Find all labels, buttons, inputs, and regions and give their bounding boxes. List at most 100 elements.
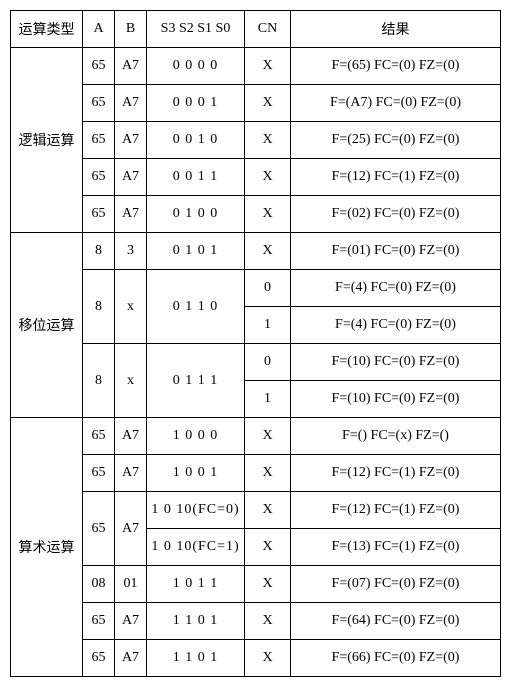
operations-table: 运算类型 A B S3 S2 S1 S0 CN 结果 逻辑运算65A70 0 0…	[10, 10, 501, 677]
col-b-cell: A7	[115, 159, 147, 196]
table-row: 8x0 1 1 00F=(4) FC=(0) FZ=(0)	[11, 270, 501, 307]
col-a-cell: 8	[83, 270, 115, 344]
col-cn-cell: X	[245, 603, 291, 640]
col-b-cell: A7	[115, 492, 147, 566]
col-b-cell: A7	[115, 418, 147, 455]
col-b-cell: x	[115, 344, 147, 418]
col-b-cell: A7	[115, 455, 147, 492]
col-a-cell: 8	[83, 344, 115, 418]
header-b: B	[115, 11, 147, 48]
col-b-cell: x	[115, 270, 147, 344]
col-cn-cell: X	[245, 122, 291, 159]
col-cn-cell: 0	[245, 344, 291, 381]
col-result-cell: F=(4) FC=(0) FZ=(0)	[291, 307, 501, 344]
col-cn-cell: 0	[245, 270, 291, 307]
table-row: 65A70 1 0 0XF=(02) FC=(0) FZ=(0)	[11, 196, 501, 233]
table-row: 8x0 1 1 10F=(10) FC=(0) FZ=(0)	[11, 344, 501, 381]
col-s-cell: 1 1 0 1	[147, 640, 245, 677]
col-b-cell: A7	[115, 640, 147, 677]
operation-type-cell: 移位运算	[11, 233, 83, 418]
col-cn-cell: X	[245, 418, 291, 455]
col-cn-cell: X	[245, 492, 291, 529]
table-header-row: 运算类型 A B S3 S2 S1 S0 CN 结果	[11, 11, 501, 48]
col-b-cell: A7	[115, 85, 147, 122]
table-body: 逻辑运算65A70 0 0 0XF=(65) FC=(0) FZ=(0)65A7…	[11, 48, 501, 677]
col-b-cell: A7	[115, 48, 147, 85]
col-cn-cell: X	[245, 196, 291, 233]
col-b-cell: A7	[115, 196, 147, 233]
header-cn: CN	[245, 11, 291, 48]
col-s-cell: 0 1 0 1	[147, 233, 245, 270]
col-s-cell: 0 0 1 0	[147, 122, 245, 159]
col-cn-cell: X	[245, 640, 291, 677]
col-a-cell: 65	[83, 640, 115, 677]
col-result-cell: F=(12) FC=(1) FZ=(0)	[291, 492, 501, 529]
col-cn-cell: X	[245, 455, 291, 492]
header-s: S3 S2 S1 S0	[147, 11, 245, 48]
col-result-cell: F=(66) FC=(0) FZ=(0)	[291, 640, 501, 677]
col-s-cell: 0 0 1 1	[147, 159, 245, 196]
operation-type-cell: 算术运算	[11, 418, 83, 677]
col-result-cell: F=(A7) FC=(0) FZ=(0)	[291, 85, 501, 122]
col-a-cell: 8	[83, 233, 115, 270]
col-s-cell: 0 1 1 1	[147, 344, 245, 418]
col-result-cell: F=(10) FC=(0) FZ=(0)	[291, 381, 501, 418]
header-result: 结果	[291, 11, 501, 48]
col-cn-cell: X	[245, 529, 291, 566]
table-row: 移位运算830 1 0 1XF=(01) FC=(0) FZ=(0)	[11, 233, 501, 270]
col-a-cell: 65	[83, 418, 115, 455]
col-s-cell: 0 1 0 0	[147, 196, 245, 233]
header-a: A	[83, 11, 115, 48]
col-result-cell: F=(25) FC=(0) FZ=(0)	[291, 122, 501, 159]
col-result-cell: F=() FC=(x) FZ=()	[291, 418, 501, 455]
table-row: 65A70 0 0 1XF=(A7) FC=(0) FZ=(0)	[11, 85, 501, 122]
col-s-cell: 1 0 10(FC=1)	[147, 529, 245, 566]
col-result-cell: F=(13) FC=(1) FZ=(0)	[291, 529, 501, 566]
col-result-cell: F=(65) FC=(0) FZ=(0)	[291, 48, 501, 85]
col-result-cell: F=(10) FC=(0) FZ=(0)	[291, 344, 501, 381]
table-row: 算术运算65A71 0 0 0XF=() FC=(x) FZ=()	[11, 418, 501, 455]
table-row: 65A71 0 0 1XF=(12) FC=(1) FZ=(0)	[11, 455, 501, 492]
col-a-cell: 65	[83, 48, 115, 85]
col-cn-cell: X	[245, 85, 291, 122]
table-row: 65A70 0 1 1XF=(12) FC=(1) FZ=(0)	[11, 159, 501, 196]
col-s-cell: 1 1 0 1	[147, 603, 245, 640]
col-cn-cell: 1	[245, 381, 291, 418]
col-a-cell: 65	[83, 455, 115, 492]
col-cn-cell: X	[245, 48, 291, 85]
table-row: 65A71 0 10(FC=0)XF=(12) FC=(1) FZ=(0)	[11, 492, 501, 529]
col-result-cell: F=(4) FC=(0) FZ=(0)	[291, 270, 501, 307]
col-s-cell: 1 0 10(FC=0)	[147, 492, 245, 529]
col-b-cell: A7	[115, 603, 147, 640]
col-s-cell: 0 1 1 0	[147, 270, 245, 344]
col-s-cell: 0 0 0 1	[147, 85, 245, 122]
col-result-cell: F=(07) FC=(0) FZ=(0)	[291, 566, 501, 603]
col-b-cell: A7	[115, 122, 147, 159]
col-b-cell: 3	[115, 233, 147, 270]
col-s-cell: 1 0 1 1	[147, 566, 245, 603]
col-a-cell: 65	[83, 196, 115, 233]
col-result-cell: F=(12) FC=(1) FZ=(0)	[291, 455, 501, 492]
col-a-cell: 65	[83, 492, 115, 566]
col-a-cell: 65	[83, 85, 115, 122]
col-a-cell: 65	[83, 159, 115, 196]
table-row: 65A70 0 1 0XF=(25) FC=(0) FZ=(0)	[11, 122, 501, 159]
col-s-cell: 0 0 0 0	[147, 48, 245, 85]
operation-type-cell: 逻辑运算	[11, 48, 83, 233]
col-result-cell: F=(12) FC=(1) FZ=(0)	[291, 159, 501, 196]
col-a-cell: 65	[83, 603, 115, 640]
table-row: 65A71 1 0 1XF=(66) FC=(0) FZ=(0)	[11, 640, 501, 677]
col-s-cell: 1 0 0 0	[147, 418, 245, 455]
col-a-cell: 08	[83, 566, 115, 603]
col-b-cell: 01	[115, 566, 147, 603]
header-type: 运算类型	[11, 11, 83, 48]
col-result-cell: F=(64) FC=(0) FZ=(0)	[291, 603, 501, 640]
col-result-cell: F=(01) FC=(0) FZ=(0)	[291, 233, 501, 270]
col-a-cell: 65	[83, 122, 115, 159]
col-cn-cell: X	[245, 233, 291, 270]
col-cn-cell: X	[245, 566, 291, 603]
col-s-cell: 1 0 0 1	[147, 455, 245, 492]
table-row: 逻辑运算65A70 0 0 0XF=(65) FC=(0) FZ=(0)	[11, 48, 501, 85]
col-result-cell: F=(02) FC=(0) FZ=(0)	[291, 196, 501, 233]
table-row: 65A71 1 0 1XF=(64) FC=(0) FZ=(0)	[11, 603, 501, 640]
